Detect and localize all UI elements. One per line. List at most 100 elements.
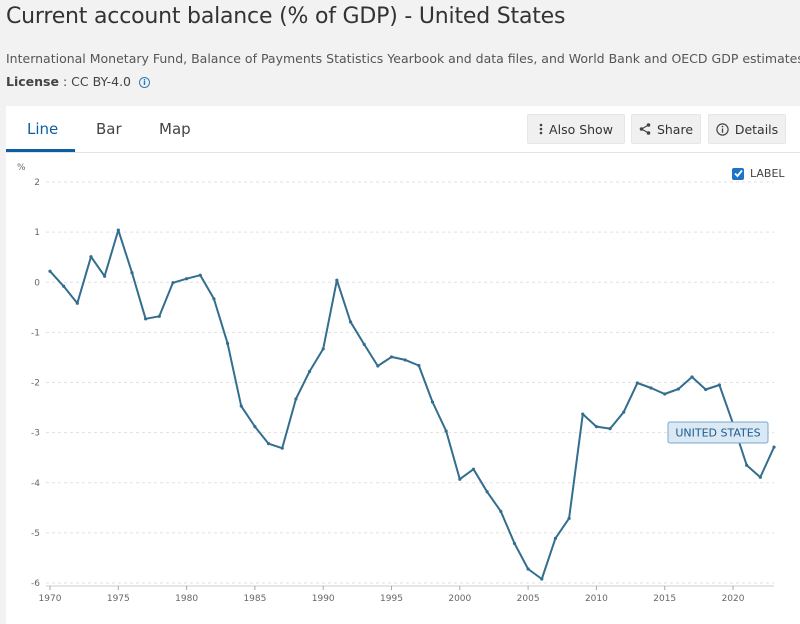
x-tick-label: 1995 [380,594,403,604]
also-show-button[interactable]: Also Show [527,114,625,144]
source-text: International Monetary Fund, Balance of … [6,51,800,66]
data-point[interactable] [594,425,599,429]
details-button[interactable]: Details [708,114,786,144]
data-point[interactable] [676,387,680,391]
checkmark-icon [733,169,743,178]
data-point[interactable] [417,363,421,368]
x-tick-label: 2020 [722,594,745,604]
y-tick-label: -2 [31,379,40,389]
data-point[interactable] [553,536,558,540]
data-point[interactable] [75,301,79,305]
share-button[interactable]: Share [631,114,701,144]
details-label: Details [734,121,779,137]
label-checkbox[interactable] [732,167,744,180]
data-point[interactable] [704,387,708,392]
x-tick-label: 1975 [107,594,130,604]
share-icon [639,123,651,135]
x-tick-label: 2000 [448,594,471,604]
data-point[interactable] [130,271,134,275]
data-point[interactable] [48,269,52,273]
y-tick-label: -5 [31,529,40,539]
license-separator: : [58,74,72,89]
data-point[interactable] [403,358,407,362]
license-line: License : CC BY-4.0 i [6,74,150,89]
data-point[interactable] [389,355,394,359]
license-value: CC BY-4.0 [71,74,132,89]
data-point[interactable] [635,381,639,385]
x-tick-label: 1990 [312,594,335,604]
license-label: License [6,74,59,89]
data-point[interactable] [294,397,298,401]
data-point[interactable] [690,375,694,379]
data-point[interactable] [430,400,435,404]
data-point[interactable] [362,342,366,347]
data-point[interactable] [253,425,257,429]
data-point[interactable] [458,477,462,481]
data-point[interactable] [772,445,776,449]
data-point[interactable] [62,284,66,288]
data-point[interactable] [444,429,448,433]
data-point[interactable] [212,297,216,301]
tab-bar[interactable]: Bar [96,120,122,138]
data-point[interactable] [103,274,107,278]
data-point[interactable] [526,567,530,571]
also-show-label: Also Show [549,121,613,137]
y-tick-label: -6 [31,579,40,589]
y-tick-label: 1 [34,228,40,238]
data-point[interactable] [376,364,380,368]
data-point[interactable] [471,467,476,471]
y-tick-label: 2 [34,178,40,188]
data-point[interactable] [649,386,653,390]
series-label-text: UNITED STATES [675,427,760,440]
series-label-box [667,421,769,444]
data-point[interactable] [239,404,243,408]
y-tick-label: 0 [34,278,40,288]
data-point[interactable] [581,412,585,416]
data-point[interactable] [485,490,489,494]
chart-panel: Line Bar Map Also Show Share Details LAB… [6,106,800,624]
data-point[interactable] [335,278,339,282]
data-point[interactable] [321,347,325,351]
x-tick-label: 2005 [517,594,540,604]
data-point[interactable] [622,410,626,414]
data-point[interactable] [266,442,271,446]
data-point[interactable] [567,516,571,520]
tab-map[interactable]: Map [159,120,191,138]
x-tick-label: 2010 [585,594,608,604]
data-point[interactable] [663,392,667,396]
data-point[interactable] [185,277,189,281]
info-icon[interactable]: i [139,77,150,88]
data-point[interactable] [171,281,175,285]
y-tick-label: -1 [31,328,40,338]
data-point[interactable] [225,341,230,346]
y-axis-label: % [17,163,26,173]
x-tick-label: 1985 [243,594,266,604]
data-point[interactable] [280,446,284,450]
data-point[interactable] [745,463,749,467]
data-point[interactable] [348,320,353,324]
data-point[interactable] [499,509,503,513]
x-tick-label: 1970 [39,594,62,604]
data-point[interactable] [608,427,612,431]
tab-line[interactable]: Line [27,120,59,138]
tab-divider [6,152,800,153]
data-point[interactable] [758,475,762,479]
data-point[interactable] [198,273,202,277]
label-toggle[interactable]: LABEL [732,167,785,180]
label-toggle-text: LABEL [750,167,785,180]
data-point[interactable] [144,317,148,321]
x-tick-label: 1980 [175,594,198,604]
data-point[interactable] [717,383,721,387]
page-title: Current account balance (% of GDP) - Uni… [6,4,566,29]
y-tick-label: -3 [31,429,40,439]
data-point[interactable] [89,255,93,259]
data-point[interactable] [540,577,544,581]
data-point[interactable] [512,541,517,546]
series-line [49,229,775,580]
y-tick-label: -4 [31,479,40,489]
share-label: Share [656,121,694,137]
data-point[interactable] [116,228,120,232]
data-point[interactable] [307,369,312,374]
data-point[interactable] [157,314,161,318]
